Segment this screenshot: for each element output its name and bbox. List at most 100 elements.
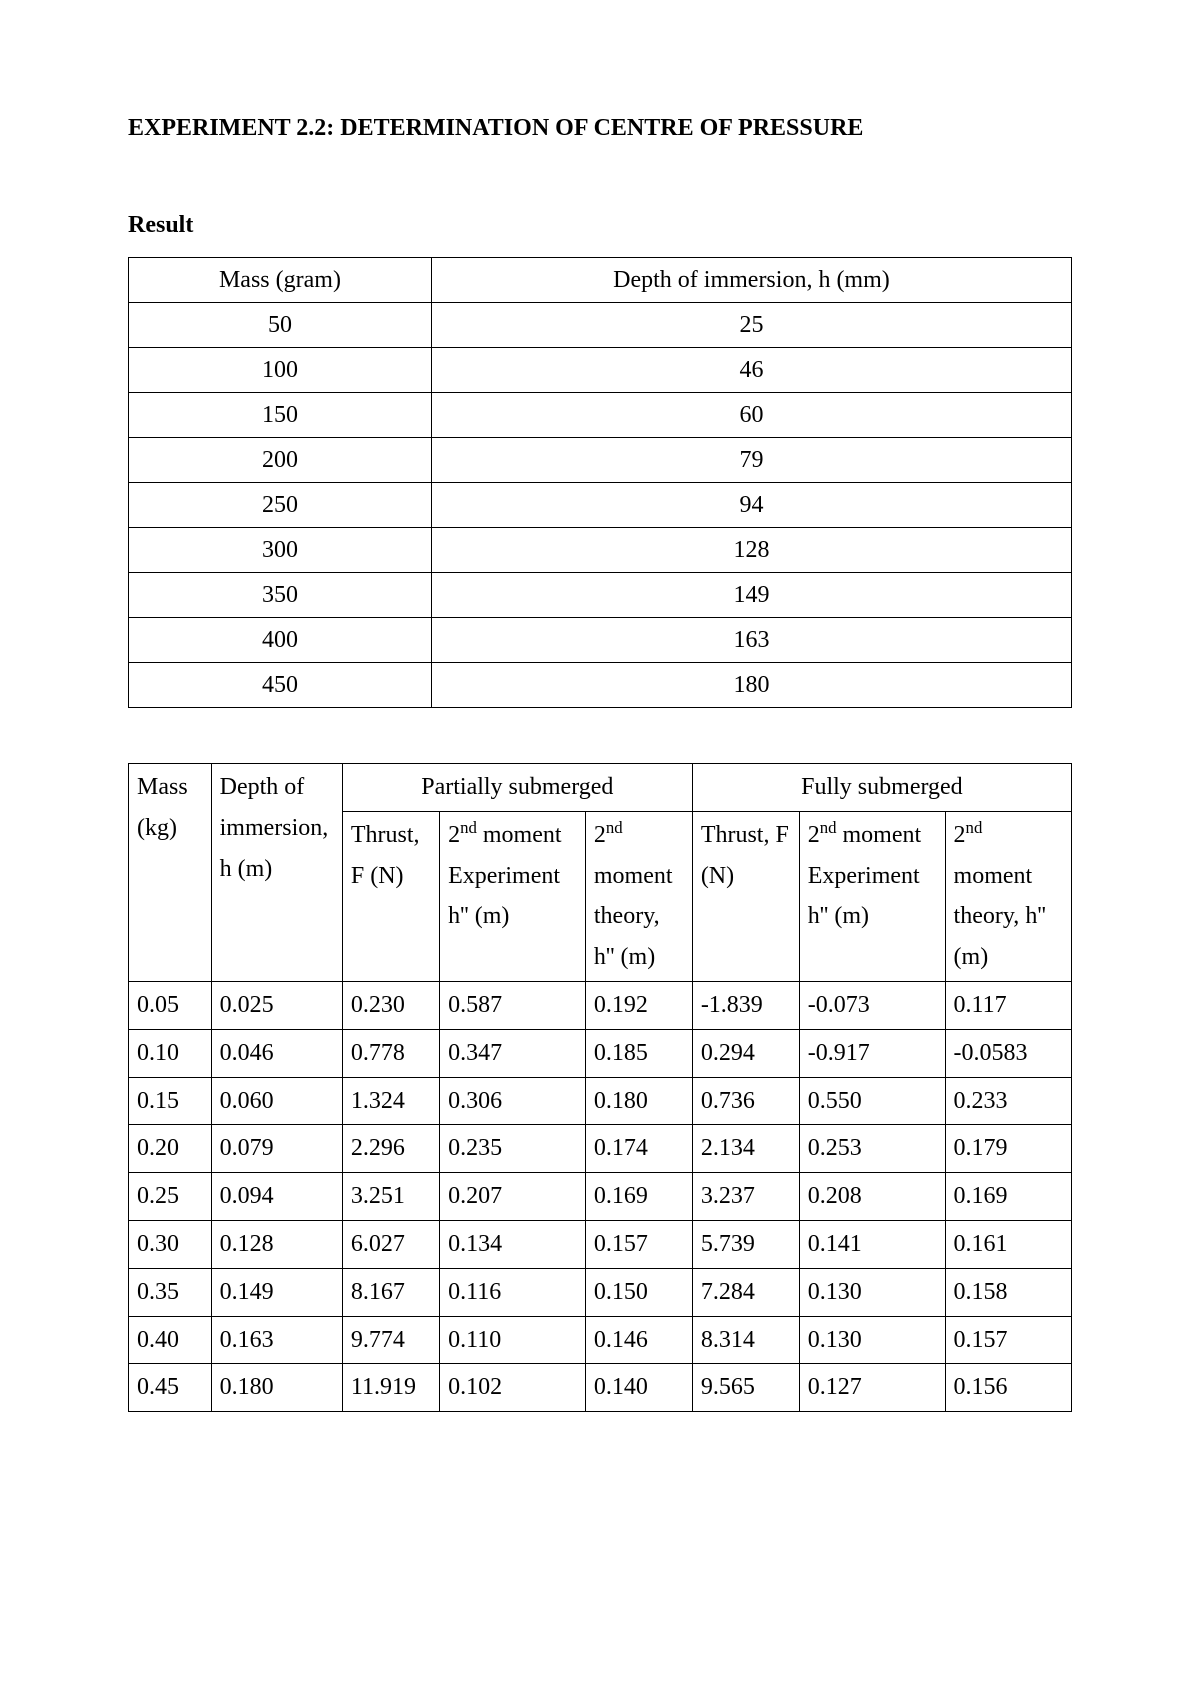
table-cell: 3.251 [342, 1173, 439, 1221]
table-cell: 0.15 [129, 1077, 212, 1125]
table-row: 450180 [129, 663, 1072, 708]
table-row: 10046 [129, 348, 1072, 393]
table-cell: 0.140 [585, 1364, 692, 1412]
table-cell: 0.20 [129, 1125, 212, 1173]
table-row: 25094 [129, 483, 1072, 528]
table-cell: 150 [129, 393, 432, 438]
table-cell: 46 [431, 348, 1071, 393]
table-cell: 450 [129, 663, 432, 708]
col-header-depth: Depth of immersion, h (mm) [431, 258, 1071, 303]
table-cell: 0.157 [585, 1220, 692, 1268]
table-cell: 0.146 [585, 1316, 692, 1364]
table-cell: -0.0583 [945, 1029, 1071, 1077]
table-cell: 1.324 [342, 1077, 439, 1125]
table-mass-depth: Mass (gram) Depth of immersion, h (mm) 5… [128, 257, 1072, 708]
col-header-mass: Mass (gram) [129, 258, 432, 303]
table-cell: 0.294 [692, 1029, 799, 1077]
col-header-thrust-full: Thrust, F (N) [692, 811, 799, 981]
table-cell: 2.134 [692, 1125, 799, 1173]
col-group-full: Fully submerged [692, 764, 1071, 812]
table-cell: 25 [431, 303, 1071, 348]
table-row: 0.200.0792.2960.2350.1742.1340.2530.179 [129, 1125, 1072, 1173]
section-result-label: Result [128, 212, 1072, 239]
table-cell: 0.192 [585, 981, 692, 1029]
table-cell: 0.134 [440, 1220, 586, 1268]
table-cell: 0.208 [799, 1173, 945, 1221]
table-cell: 0.163 [211, 1316, 342, 1364]
table-cell: 0.30 [129, 1220, 212, 1268]
table-row: Mass (kg) Depth of immersion, h (m) Part… [129, 764, 1072, 812]
table-row: 0.050.0250.2300.5870.192-1.839-0.0730.11… [129, 981, 1072, 1029]
table-cell: 0.174 [585, 1125, 692, 1173]
table-cell: 9.565 [692, 1364, 799, 1412]
table-cell: 0.169 [585, 1173, 692, 1221]
col-header-moment-theory-full: 2nd moment theory, h'' (m) [945, 811, 1071, 981]
table-cell: 79 [431, 438, 1071, 483]
table-cell: 0.347 [440, 1029, 586, 1077]
table-cell: 350 [129, 573, 432, 618]
table-results: Mass (kg) Depth of immersion, h (m) Part… [128, 763, 1072, 1412]
table-cell: 11.919 [342, 1364, 439, 1412]
table-cell: 0.235 [440, 1125, 586, 1173]
table-cell: 0.306 [440, 1077, 586, 1125]
table-cell: 0.179 [945, 1125, 1071, 1173]
col-header-mass: Mass (kg) [129, 764, 212, 982]
table-row: 0.450.18011.9190.1020.1409.5650.1270.156 [129, 1364, 1072, 1412]
table-cell: -0.917 [799, 1029, 945, 1077]
table-cell: 0.778 [342, 1029, 439, 1077]
table-row: 15060 [129, 393, 1072, 438]
table-cell: 0.180 [211, 1364, 342, 1412]
table-cell: 0.046 [211, 1029, 342, 1077]
table-row: 5025 [129, 303, 1072, 348]
col-header-moment-exp-partial: 2nd moment Experiment h'' (m) [440, 811, 586, 981]
table-cell: 0.128 [211, 1220, 342, 1268]
table-cell: 2.296 [342, 1125, 439, 1173]
table-cell: 0.25 [129, 1173, 212, 1221]
table-row: 0.400.1639.7740.1100.1468.3140.1300.157 [129, 1316, 1072, 1364]
table-cell: 0.185 [585, 1029, 692, 1077]
table-cell: 128 [431, 528, 1071, 573]
table-row: 20079 [129, 438, 1072, 483]
table-cell: 200 [129, 438, 432, 483]
table-cell: 0.130 [799, 1268, 945, 1316]
col-group-partial: Partially submerged [342, 764, 692, 812]
table-cell: 400 [129, 618, 432, 663]
table-cell: 0.180 [585, 1077, 692, 1125]
table-cell: -0.073 [799, 981, 945, 1029]
table-row: 0.100.0460.7780.3470.1850.294-0.917-0.05… [129, 1029, 1072, 1077]
table-cell: 0.161 [945, 1220, 1071, 1268]
table-cell: 0.736 [692, 1077, 799, 1125]
table-row: 350149 [129, 573, 1072, 618]
table-cell: 0.35 [129, 1268, 212, 1316]
table-cell: 0.40 [129, 1316, 212, 1364]
table-cell: 0.149 [211, 1268, 342, 1316]
table-cell: 0.094 [211, 1173, 342, 1221]
table-cell: 0.233 [945, 1077, 1071, 1125]
page: EXPERIMENT 2.2: DETERMINATION OF CENTRE … [0, 0, 1200, 1697]
table-cell: 0.060 [211, 1077, 342, 1125]
table-cell: 0.587 [440, 981, 586, 1029]
table-cell: 0.156 [945, 1364, 1071, 1412]
table-row: 0.150.0601.3240.3060.1800.7360.5500.233 [129, 1077, 1072, 1125]
table-row: 0.250.0943.2510.2070.1693.2370.2080.169 [129, 1173, 1072, 1221]
table-cell: 300 [129, 528, 432, 573]
table-cell: 9.774 [342, 1316, 439, 1364]
col-header-thrust-partial: Thrust, F (N) [342, 811, 439, 981]
table-cell: 8.167 [342, 1268, 439, 1316]
table-cell: 180 [431, 663, 1071, 708]
table-cell: 0.253 [799, 1125, 945, 1173]
page-title: EXPERIMENT 2.2: DETERMINATION OF CENTRE … [128, 115, 1072, 142]
table-cell: 250 [129, 483, 432, 528]
table-cell: 0.05 [129, 981, 212, 1029]
table-cell: 0.10 [129, 1029, 212, 1077]
table-cell: 0.230 [342, 981, 439, 1029]
table-cell: 5.739 [692, 1220, 799, 1268]
table-cell: 100 [129, 348, 432, 393]
table-row: 0.350.1498.1670.1160.1507.2840.1300.158 [129, 1268, 1072, 1316]
table-cell: 149 [431, 573, 1071, 618]
table-cell: 0.110 [440, 1316, 586, 1364]
table-cell: 0.130 [799, 1316, 945, 1364]
table-cell: 0.550 [799, 1077, 945, 1125]
table-cell: 0.025 [211, 981, 342, 1029]
table-row: 300128 [129, 528, 1072, 573]
